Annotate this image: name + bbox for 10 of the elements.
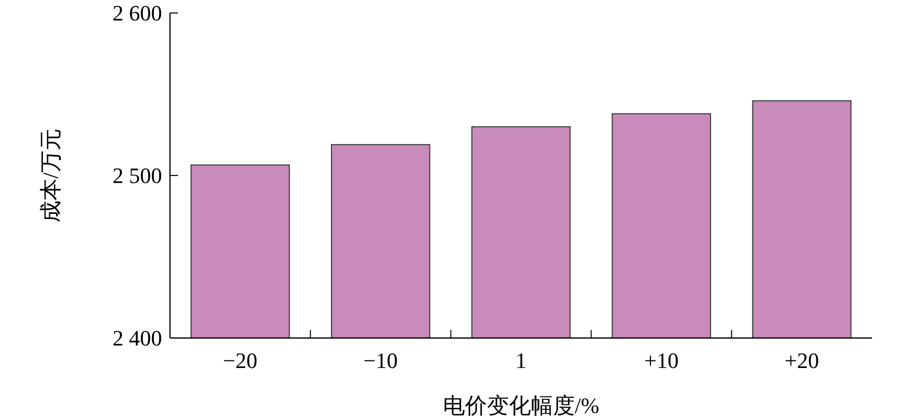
x-tick-label: 1 [516,348,526,373]
y-tick-label: 2 600 [112,0,162,26]
x-tick-label: +10 [644,348,679,373]
x-tick-label: −10 [363,348,398,373]
x-axis-title: 电价变化幅度/% [442,393,600,418]
x-tick-label: −20 [222,348,258,373]
x-tick-label: +20 [784,348,820,373]
y-tick-label: 2 500 [112,163,162,188]
y-tick-label: 2 400 [112,326,162,351]
y-axis-title: 成本/万元 [38,128,63,223]
